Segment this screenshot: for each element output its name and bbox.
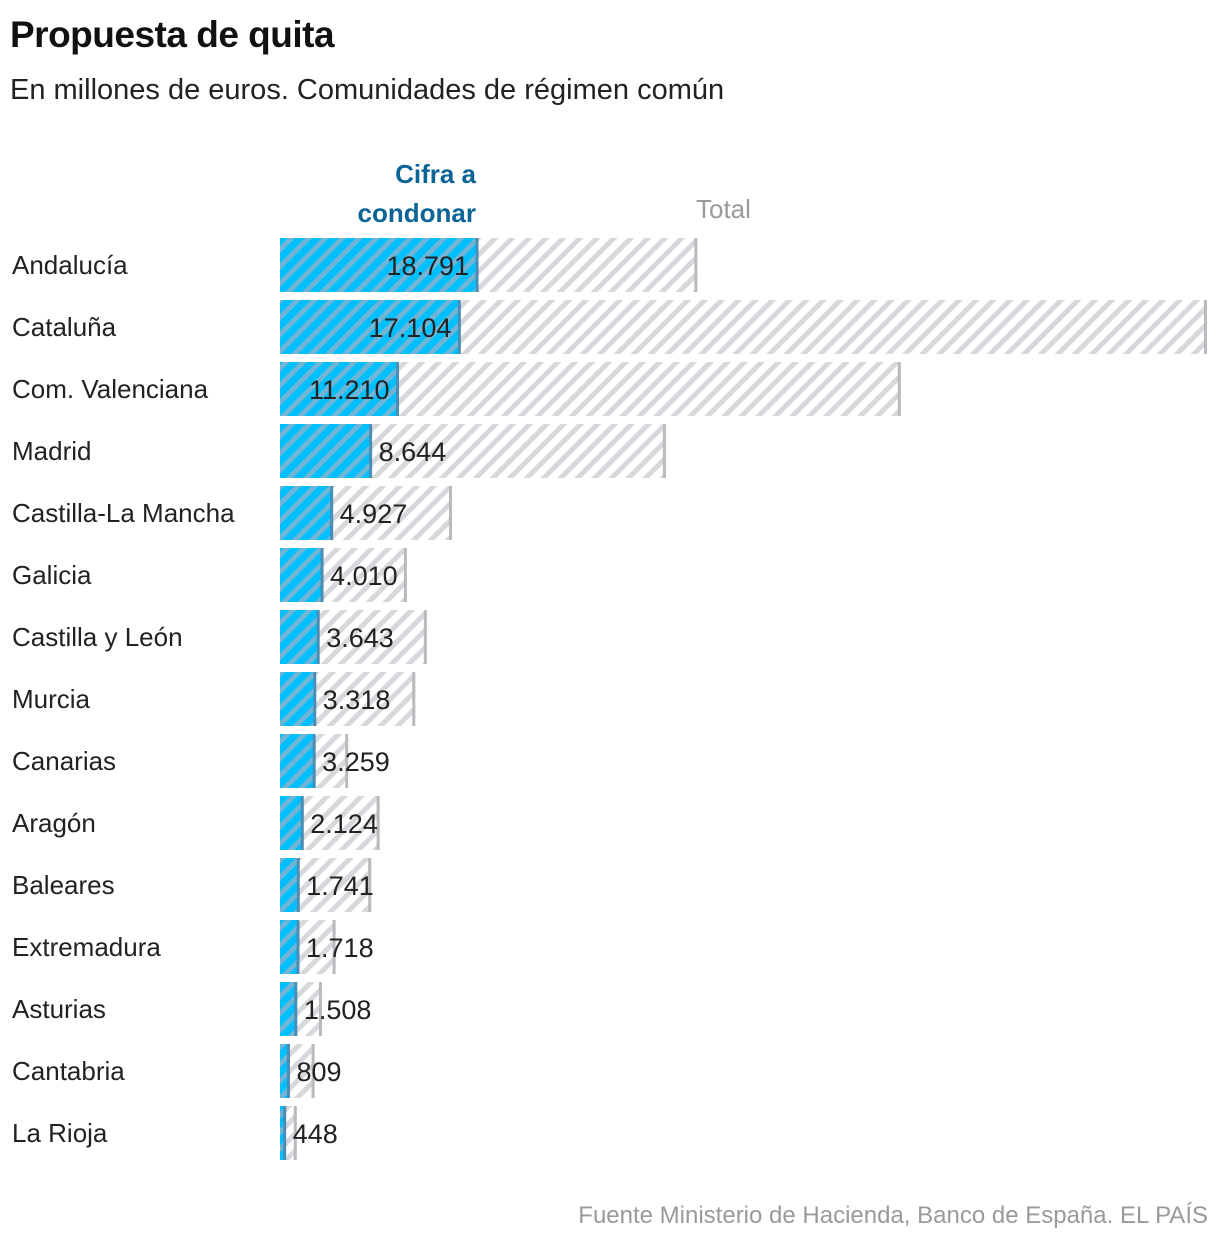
value-label: 2.124 (310, 809, 378, 839)
category-label: Murcia (12, 684, 91, 714)
cifra-bar-end (286, 1044, 290, 1098)
cifra-bar (280, 858, 299, 912)
category-label: Cataluña (12, 312, 117, 342)
source-note: Fuente Ministerio de Hacienda, Banco de … (578, 1202, 1208, 1229)
category-label: La Rioja (12, 1118, 108, 1148)
cifra-bar-end (330, 486, 334, 540)
cifra-bar (280, 486, 332, 540)
cifra-bar-end (294, 982, 298, 1036)
legend-total: Total (696, 194, 751, 224)
cifra-bar-end (316, 610, 320, 664)
value-label: 3.259 (322, 747, 390, 777)
total-bar-end (897, 362, 901, 416)
cifra-bar-end (396, 362, 400, 416)
cifra-bar (280, 362, 398, 416)
total-bar-end (412, 672, 416, 726)
value-label: 8.644 (379, 437, 447, 467)
cifra-bar-end (296, 920, 300, 974)
cifra-bar (280, 548, 323, 602)
category-label: Castilla-La Mancha (12, 498, 235, 528)
cifra-bar-end (320, 548, 324, 602)
cifra-bar-end (296, 858, 300, 912)
category-label: Madrid (12, 436, 91, 466)
value-label: 1.508 (304, 995, 372, 1025)
value-label: 1.718 (306, 933, 374, 963)
legend-cifra-line2: condonar (357, 198, 476, 228)
total-bar-end (423, 610, 427, 664)
cifra-bar (280, 1106, 285, 1160)
value-label: 4.010 (330, 561, 398, 591)
cifra-bar-end (300, 796, 304, 850)
value-label: 3.318 (323, 685, 391, 715)
cifra-bar (280, 672, 315, 726)
total-bar-end (1204, 300, 1207, 354)
cifra-bar (280, 610, 319, 664)
total-bar-end (403, 548, 407, 602)
total-bar-end (318, 982, 322, 1036)
legend-cifra: Cifra a condonar (280, 155, 476, 233)
total-bar-end (662, 424, 666, 478)
cifra-bar (280, 796, 303, 850)
chart-title: Propuesta de quita (10, 14, 335, 55)
cifra-bar (280, 300, 460, 354)
total-bar-end (332, 920, 336, 974)
value-label: 448 (293, 1119, 338, 1149)
cifra-bar-end (457, 300, 461, 354)
value-label: 809 (296, 1057, 341, 1087)
category-label: Andalucía (12, 250, 128, 280)
total-bar-end (448, 486, 452, 540)
value-label: 3.643 (326, 623, 394, 653)
category-label: Baleares (12, 870, 115, 900)
cifra-bar-end (313, 672, 317, 726)
category-label: Galicia (12, 560, 92, 590)
category-label: Com. Valenciana (12, 374, 209, 404)
cifra-bar (280, 238, 478, 292)
total-bar-end (376, 796, 380, 850)
cifra-bar (280, 920, 299, 974)
total-bar-end (311, 1044, 315, 1098)
total-bar-end (293, 1106, 297, 1160)
category-label: Asturias (12, 994, 106, 1024)
total-bar-end (694, 238, 698, 292)
category-label: Cantabria (12, 1056, 125, 1086)
total-bar-end (368, 858, 372, 912)
chart-subtitle: En millones de euros. Comunidades de rég… (10, 74, 725, 106)
category-label: Aragón (12, 808, 96, 838)
value-label: 11.210 (309, 375, 390, 405)
cifra-bar (280, 982, 296, 1036)
category-label: Extremadura (12, 932, 161, 962)
cifra-bar-end (369, 424, 373, 478)
category-label: Castilla y León (12, 622, 183, 652)
total-bar-end (345, 734, 349, 788)
category-label: Canarias (12, 746, 116, 776)
value-label: 17.104 (369, 313, 452, 343)
value-label: 4.927 (340, 499, 408, 529)
cifra-bar (280, 424, 371, 478)
cifra-bar-end (312, 734, 316, 788)
cifra-bar-end (475, 238, 479, 292)
value-label: 18.791 (386, 251, 469, 281)
cifra-bar-end (283, 1106, 287, 1160)
value-label: 1.741 (306, 871, 374, 901)
legend-cifra-line1: Cifra a (395, 159, 476, 189)
cifra-bar (280, 1044, 289, 1098)
cifra-bar (280, 734, 315, 788)
